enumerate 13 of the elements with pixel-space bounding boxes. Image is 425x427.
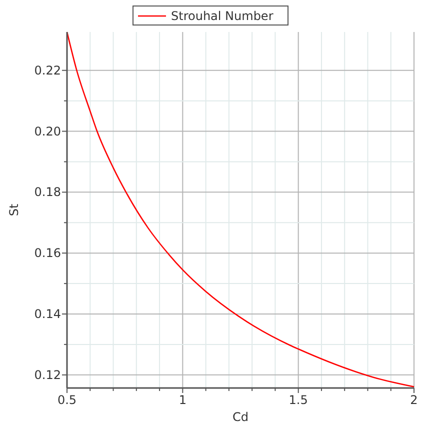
x-axis-title: Cd xyxy=(232,410,248,424)
x-tick-label: 1.5 xyxy=(288,393,308,407)
x-tick-label: 2 xyxy=(410,393,418,407)
y-tick-label: 0.12 xyxy=(34,368,61,382)
y-tick-label: 0.14 xyxy=(34,307,61,321)
y-tick-label: 0.16 xyxy=(34,246,61,260)
y-axis-title: St xyxy=(7,204,21,216)
x-tick-label: 1 xyxy=(178,393,186,407)
legend-label: Strouhal Number xyxy=(171,9,274,23)
y-tick-label: 0.20 xyxy=(34,124,61,138)
y-tick-label: 0.22 xyxy=(34,63,61,78)
x-tick-label: 0.5 xyxy=(57,393,77,407)
y-tick-label: 0.18 xyxy=(34,185,61,200)
